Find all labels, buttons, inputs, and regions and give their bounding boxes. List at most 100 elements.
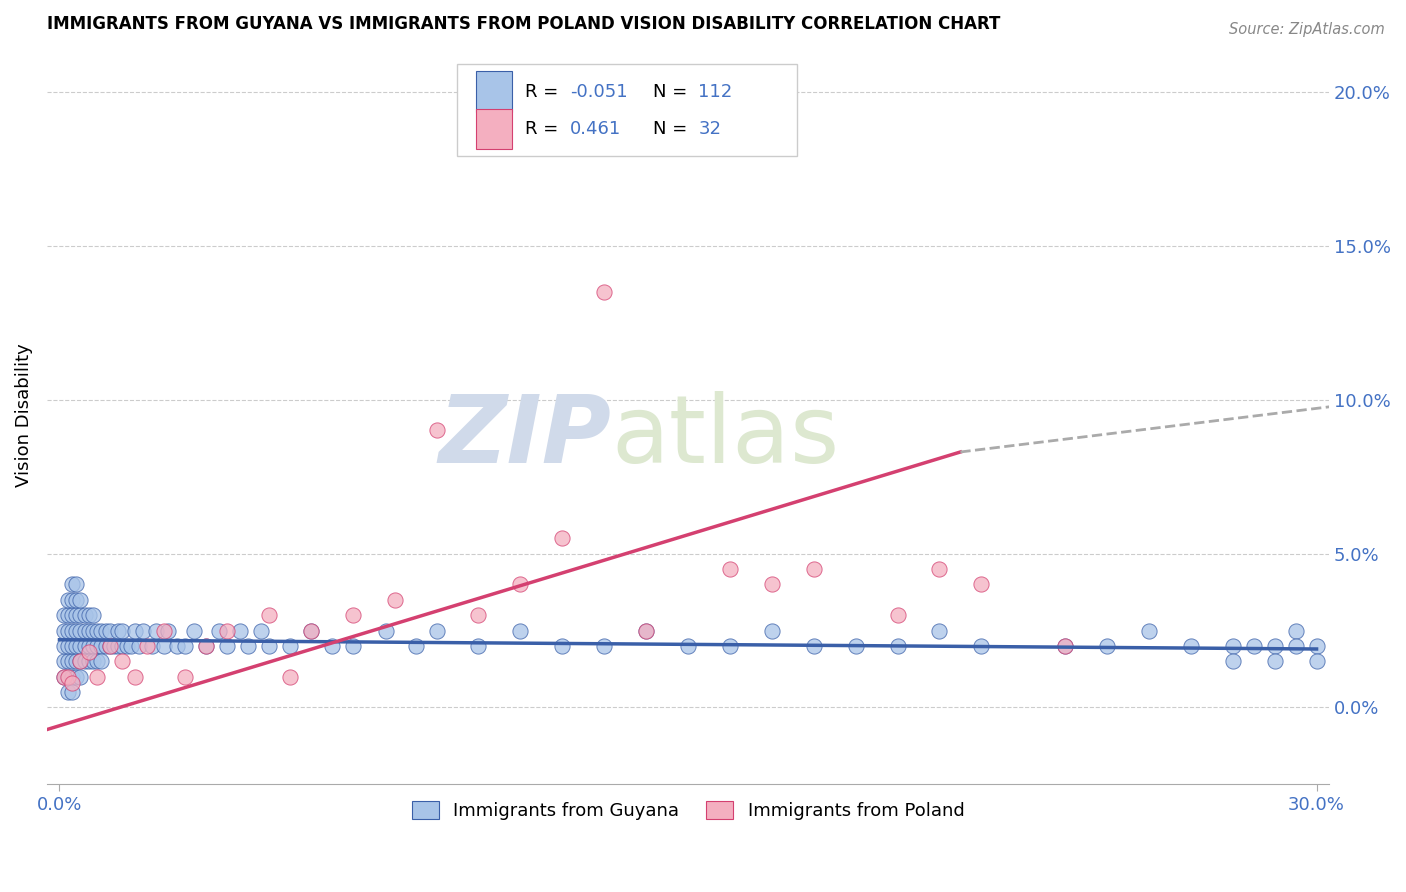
Point: [60, 685, 83, 699]
Point: [1180, 639, 1202, 653]
Point: [128, 639, 150, 653]
Point: [509, 577, 531, 591]
Point: [77, 645, 100, 659]
Point: [52, 654, 75, 668]
Point: [56, 670, 79, 684]
Point: [636, 624, 658, 638]
Bar: [477, 109, 512, 149]
Text: 112: 112: [699, 83, 733, 101]
Point: [278, 670, 301, 684]
Point: [56, 592, 79, 607]
Point: [1095, 639, 1118, 653]
Point: [69, 654, 91, 668]
Point: [236, 639, 259, 653]
Point: [1054, 639, 1077, 653]
Point: [52, 639, 75, 653]
Point: [195, 639, 218, 653]
Point: [107, 624, 129, 638]
Point: [52, 624, 75, 638]
Point: [124, 670, 146, 684]
Point: [73, 624, 96, 638]
Point: [593, 285, 616, 299]
Point: [886, 639, 908, 653]
Point: [82, 639, 104, 653]
Point: [60, 577, 83, 591]
Point: [718, 562, 741, 576]
Point: [90, 624, 112, 638]
Point: [69, 654, 91, 668]
Point: [174, 639, 197, 653]
Point: [636, 624, 658, 638]
Point: [65, 624, 87, 638]
Point: [60, 624, 83, 638]
Point: [56, 654, 79, 668]
Text: 32: 32: [699, 120, 721, 138]
Point: [1284, 624, 1306, 638]
Point: [94, 624, 117, 638]
Point: [845, 639, 868, 653]
Point: [98, 639, 121, 653]
Point: [257, 639, 280, 653]
Point: [60, 654, 83, 668]
Point: [82, 654, 104, 668]
Point: [56, 639, 79, 653]
Point: [928, 562, 950, 576]
Point: [157, 624, 180, 638]
Point: [60, 670, 83, 684]
Point: [342, 608, 364, 623]
Point: [183, 624, 205, 638]
Point: [73, 639, 96, 653]
Point: [86, 624, 108, 638]
Y-axis label: Vision Disability: Vision Disability: [15, 343, 32, 487]
Point: [82, 624, 104, 638]
Point: [73, 654, 96, 668]
Point: [86, 639, 108, 653]
Point: [65, 670, 87, 684]
Text: -0.051: -0.051: [569, 83, 627, 101]
Point: [65, 654, 87, 668]
Point: [69, 639, 91, 653]
Point: [153, 624, 176, 638]
Point: [803, 562, 825, 576]
Bar: [477, 71, 512, 112]
Point: [56, 685, 79, 699]
Point: [342, 639, 364, 653]
Text: Source: ZipAtlas.com: Source: ZipAtlas.com: [1229, 22, 1385, 37]
Point: [82, 608, 104, 623]
Point: [69, 624, 91, 638]
Point: [166, 639, 188, 653]
Point: [111, 624, 134, 638]
Point: [384, 592, 406, 607]
Point: [77, 608, 100, 623]
Point: [69, 592, 91, 607]
Point: [467, 639, 489, 653]
Point: [174, 670, 197, 684]
Point: [299, 624, 322, 638]
Point: [1305, 639, 1327, 653]
Point: [52, 670, 75, 684]
Point: [56, 608, 79, 623]
Point: [405, 639, 427, 653]
Point: [1305, 654, 1327, 668]
Point: [1243, 639, 1265, 653]
Point: [195, 639, 218, 653]
Point: [761, 624, 783, 638]
Point: [56, 624, 79, 638]
Point: [65, 577, 87, 591]
Point: [208, 624, 231, 638]
Point: [98, 624, 121, 638]
Point: [120, 639, 142, 653]
Point: [1284, 639, 1306, 653]
Point: [228, 624, 250, 638]
Point: [90, 654, 112, 668]
Point: [467, 608, 489, 623]
Point: [593, 639, 616, 653]
Point: [551, 531, 574, 545]
Point: [73, 608, 96, 623]
Point: [60, 639, 83, 653]
Point: [375, 624, 398, 638]
Point: [676, 639, 699, 653]
Text: 0.461: 0.461: [569, 120, 621, 138]
Point: [426, 424, 449, 438]
Point: [217, 624, 239, 638]
